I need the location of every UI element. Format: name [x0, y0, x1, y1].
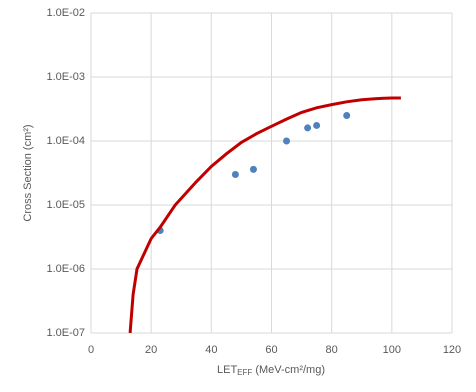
x-tick-label: 40 — [205, 344, 217, 356]
x-tick-label: 60 — [265, 344, 277, 356]
data-point — [249, 165, 257, 173]
x-tick-label: 100 — [383, 344, 401, 356]
x-tick-label: 0 — [88, 344, 94, 356]
x-label-rest: (MeV-cm²/mg) — [252, 364, 325, 376]
data-point — [231, 170, 239, 178]
y-tick-label: 1.0E-05 — [46, 199, 85, 211]
y-tick-label: 1.0E-02 — [46, 7, 85, 19]
y-axis-label: Cross Section (cm²) — [22, 124, 34, 221]
fit-curve — [128, 96, 401, 334]
x-axis-label: LETEFF (MeV-cm²/mg) — [217, 364, 325, 377]
y-tick-label: 1.0E-06 — [46, 263, 85, 275]
x-tick-label: 120 — [443, 344, 461, 356]
data-point — [343, 112, 351, 120]
x-label-sub: EFF — [237, 368, 252, 377]
data-point — [313, 121, 321, 129]
data-point — [283, 137, 291, 145]
y-tick-label: 1.0E-07 — [46, 327, 85, 339]
y-tick-label: 1.0E-04 — [46, 135, 85, 147]
y-tick-label: 1.0E-03 — [46, 71, 85, 83]
x-tick-label: 20 — [145, 344, 157, 356]
data-point — [304, 124, 312, 132]
x-label-main: LET — [217, 364, 237, 376]
x-tick-label: 80 — [326, 344, 338, 356]
